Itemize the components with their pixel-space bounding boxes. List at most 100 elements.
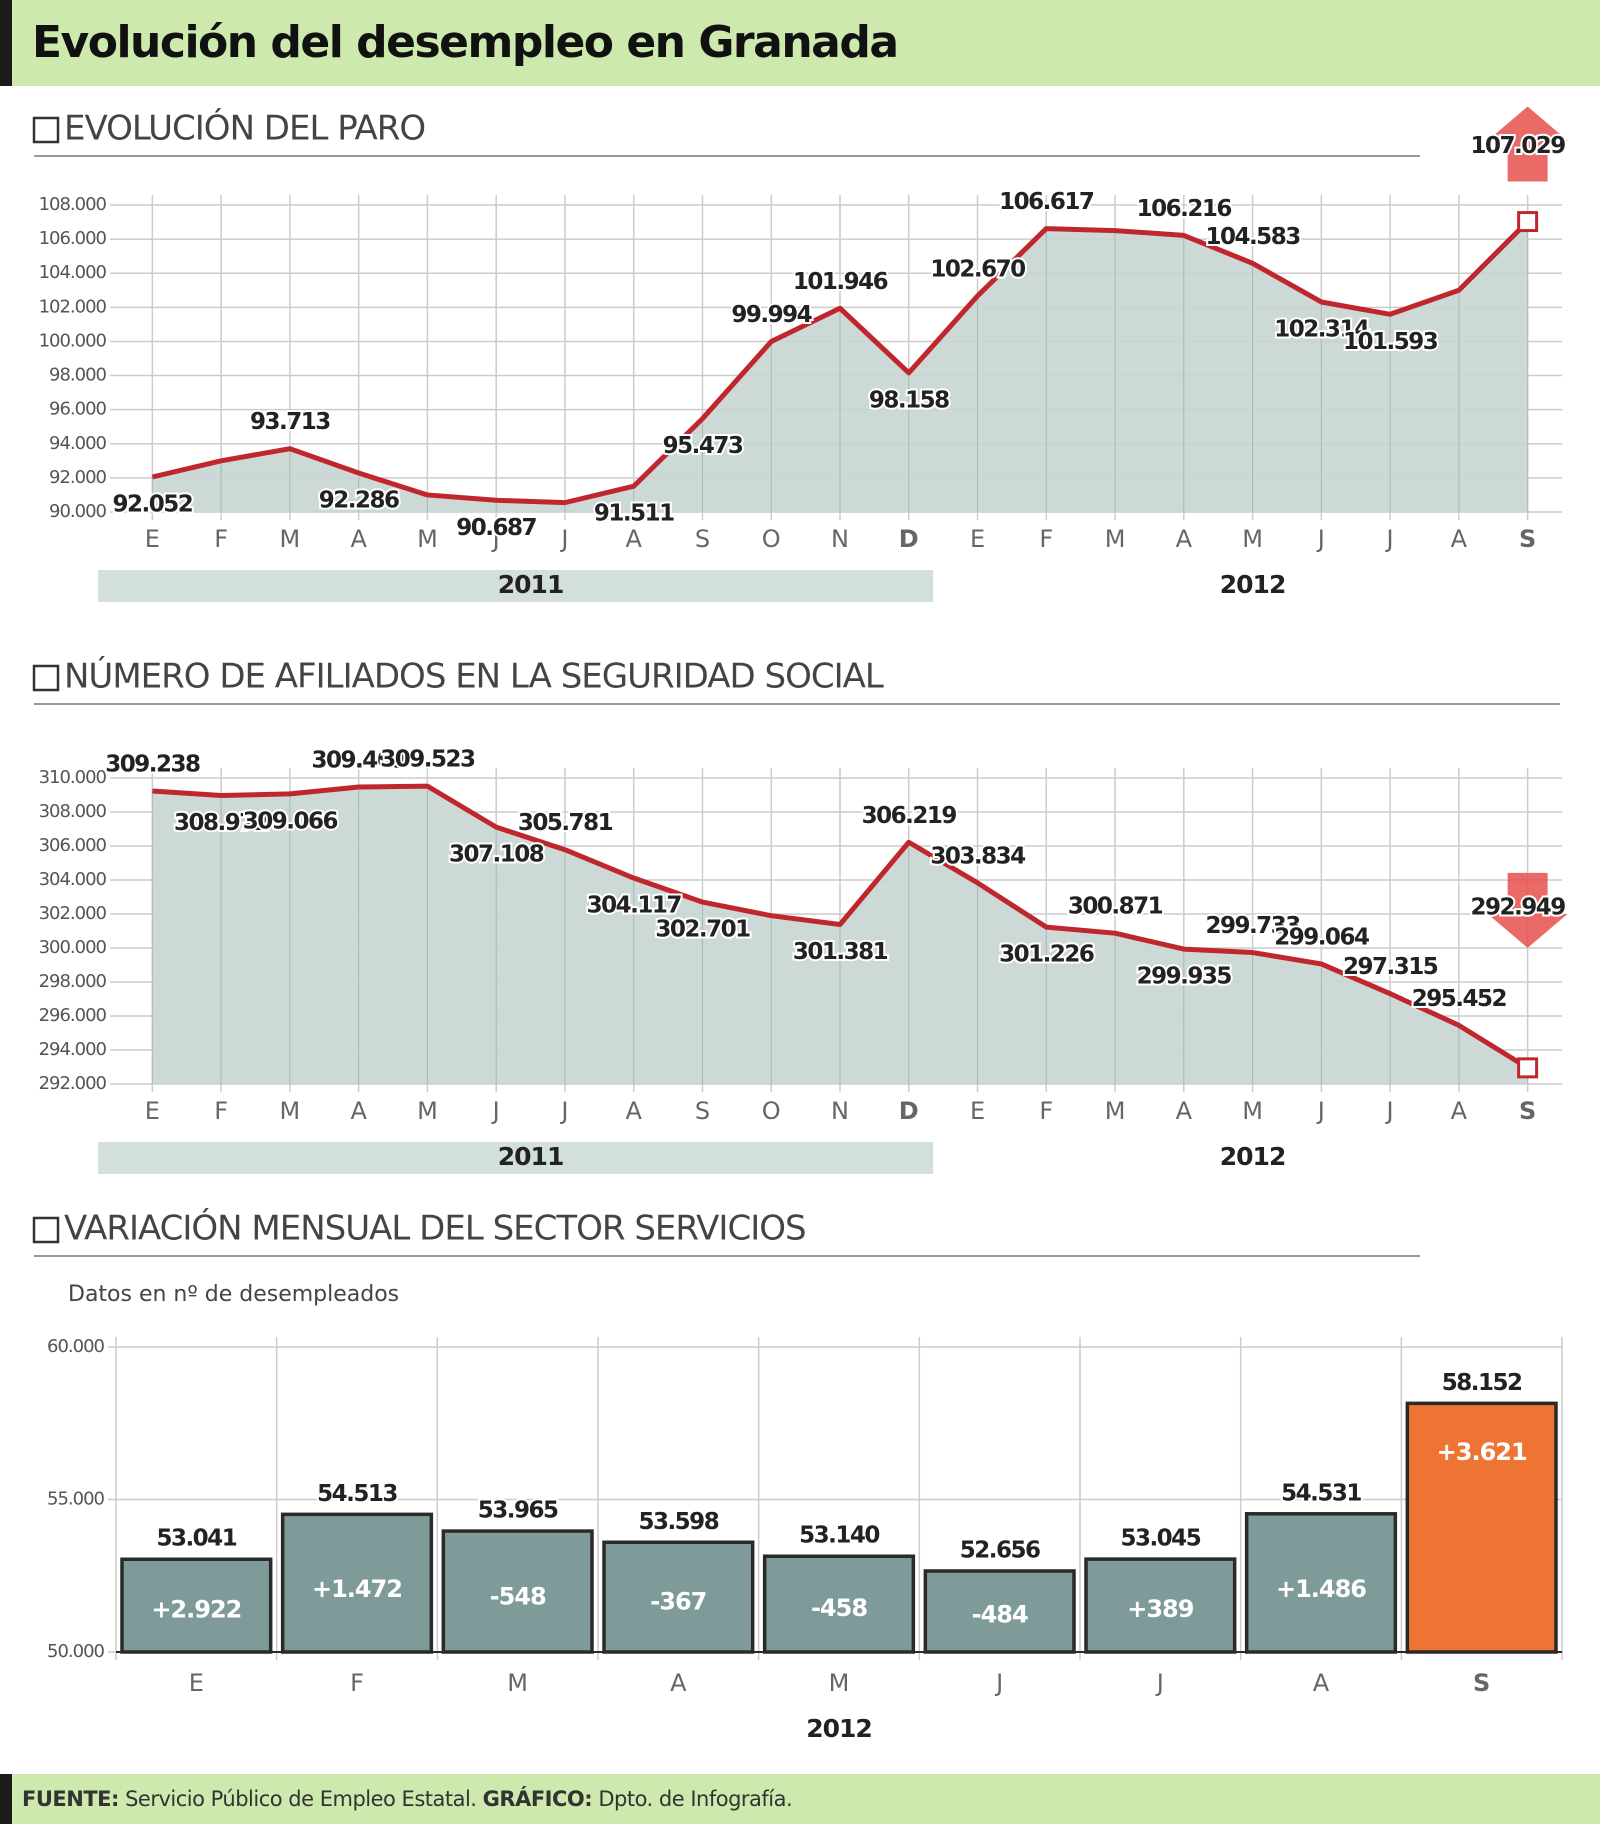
x-tick-label: A xyxy=(350,1097,367,1125)
value-label: 309.469 xyxy=(312,748,407,774)
x-tick-label: O xyxy=(762,525,781,553)
section-icon xyxy=(32,116,60,144)
line xyxy=(152,783,1529,1070)
title-band xyxy=(0,0,1600,86)
section-icon xyxy=(32,1216,60,1244)
y-tick-label: 108.000 xyxy=(39,194,107,215)
x-tick-label: J xyxy=(559,525,568,553)
year-label: 2012 xyxy=(1220,1142,1286,1171)
x-tick-label: M xyxy=(1105,1097,1126,1125)
value-label: 304.117 xyxy=(587,893,682,919)
x-tick-label: A xyxy=(626,1097,643,1125)
trend-arrow xyxy=(1487,106,1568,182)
footer-accent xyxy=(0,1774,12,1824)
change-label: +1.486 xyxy=(1276,1575,1366,1603)
value-label: 306.219 xyxy=(862,803,957,829)
change-label: +2.922 xyxy=(151,1595,241,1623)
value-label: 53.598 xyxy=(638,1509,718,1535)
x-tick-label: D xyxy=(899,1097,919,1125)
y-tick-label: 302.000 xyxy=(39,903,107,924)
bar xyxy=(1405,1401,1558,1654)
footer-source-label: FUENTE: xyxy=(22,1787,119,1811)
y-tick-label: 298.000 xyxy=(39,971,107,992)
x-tick-label: M xyxy=(507,1669,528,1697)
footer-credit-label: GRÁFICO: xyxy=(483,1786,592,1811)
value-label: 52.656 xyxy=(960,1537,1040,1563)
year-band xyxy=(98,570,934,602)
value-label: 309.523 xyxy=(380,747,475,773)
section-icon xyxy=(32,664,60,692)
change-label: -367 xyxy=(650,1588,706,1616)
value-label: 299.733 xyxy=(1205,913,1300,939)
value-label: 91.511 xyxy=(594,501,674,527)
value-label: 305.781 xyxy=(518,810,613,836)
x-tick-label: J xyxy=(559,1097,568,1125)
value-label: 99.994 xyxy=(731,302,811,328)
x-tick-label: J xyxy=(491,1097,500,1125)
y-tick-label: 98.000 xyxy=(49,365,107,386)
value-label: 104.583 xyxy=(1205,224,1300,250)
year-label: 2011 xyxy=(498,1142,564,1171)
year-label: 2011 xyxy=(498,570,564,599)
value-label: 309.066 xyxy=(243,808,338,834)
y-tick-label: 90.000 xyxy=(49,501,107,522)
chart-subtitle: Datos en nº de desempleados xyxy=(68,1282,399,1307)
value-label: 54.513 xyxy=(317,1481,397,1507)
value-label: 53.140 xyxy=(799,1523,879,1549)
x-tick-label: E xyxy=(189,1669,204,1697)
value-label: 307.108 xyxy=(449,842,544,868)
value-label: 98.158 xyxy=(869,387,949,413)
x-tick-label: M xyxy=(1105,525,1126,553)
value-label: 102.314 xyxy=(1274,316,1369,342)
footer: FUENTE: Servicio Público de Empleo Estat… xyxy=(22,1786,792,1811)
value-label: 53.045 xyxy=(1120,1526,1200,1552)
x-tick-label: A xyxy=(626,525,643,553)
value-label: 101.593 xyxy=(1343,329,1438,355)
x-tick-label: E xyxy=(970,1097,985,1125)
x-tick-label: S xyxy=(1519,1097,1536,1125)
bar xyxy=(1244,1512,1398,1654)
year-label: 2012 xyxy=(1220,570,1286,599)
value-label: 53.965 xyxy=(478,1498,558,1524)
x-tick-label: M xyxy=(280,525,301,553)
x-tick-label: M xyxy=(1242,525,1263,553)
x-tick-label: J xyxy=(1316,1097,1325,1125)
y-tick-label: 100.000 xyxy=(39,330,107,351)
change-label: -458 xyxy=(811,1594,867,1622)
x-tick-label: A xyxy=(670,1669,687,1697)
x-tick-label: N xyxy=(831,1097,849,1125)
x-tick-label: A xyxy=(1176,525,1193,553)
x-tick-label: S xyxy=(695,1097,710,1125)
value-label: 301.226 xyxy=(999,942,1094,968)
value-label: 102.670 xyxy=(930,256,1025,282)
x-tick-label: F xyxy=(350,1669,364,1697)
change-label: -548 xyxy=(490,1583,546,1611)
value-label: 297.315 xyxy=(1343,954,1438,980)
y-tick-label: 308.000 xyxy=(39,801,107,822)
x-tick-label: A xyxy=(350,525,367,553)
bar xyxy=(280,1512,434,1654)
x-tick-label: M xyxy=(417,1097,438,1125)
x-tick-label: J xyxy=(1385,525,1394,553)
y-tick-label: 102.000 xyxy=(39,296,107,317)
y-tick-label: 306.000 xyxy=(39,835,107,856)
value-label: 300.871 xyxy=(1068,894,1163,920)
section-title: VARIACIÓN MENSUAL DEL SECTOR SERVICIOS xyxy=(64,1208,806,1249)
x-tick-label: S xyxy=(1519,525,1536,553)
value-label: 295.452 xyxy=(1412,986,1506,1012)
year-label: 2012 xyxy=(806,1714,872,1743)
value-label: 308.972 xyxy=(174,810,268,836)
y-tick-label: 292.000 xyxy=(39,1073,107,1094)
y-tick-label: 304.000 xyxy=(39,869,107,890)
value-label: 302.701 xyxy=(655,917,750,943)
x-tick-label: A xyxy=(1313,1669,1330,1697)
value-label: 301.381 xyxy=(793,939,888,965)
y-tick-label: 50.000 xyxy=(47,1641,105,1662)
x-tick-label: F xyxy=(1039,1097,1053,1125)
x-tick-label: S xyxy=(1473,1669,1490,1697)
change-label: -484 xyxy=(972,1601,1028,1629)
footer-band xyxy=(0,1774,1600,1824)
y-tick-label: 296.000 xyxy=(39,1005,107,1026)
x-tick-label: M xyxy=(280,1097,301,1125)
